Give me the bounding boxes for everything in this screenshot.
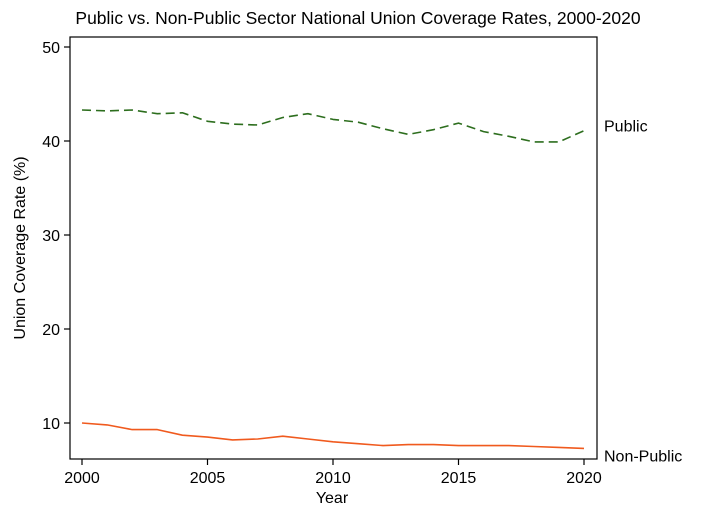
chart-title: Public vs. Non-Public Sector National Un… xyxy=(75,8,640,28)
series-layer: Public Non-Public xyxy=(81,109,682,465)
series-label-non-public: Non-Public xyxy=(604,448,682,465)
y-tick-label: 10 xyxy=(42,416,60,433)
series-label-public: Public xyxy=(604,119,648,136)
x-tick-label: 2000 xyxy=(64,470,100,487)
plot-frame xyxy=(69,36,598,460)
series-line-non-public xyxy=(81,422,585,450)
x-tick-label: 2010 xyxy=(315,470,351,487)
y-tick-label: 40 xyxy=(42,134,60,151)
plot-border xyxy=(69,36,598,460)
x-tick-label: 2015 xyxy=(441,470,477,487)
y-tick-label: 30 xyxy=(42,228,60,245)
y-tick-label: 50 xyxy=(42,40,60,57)
axes: 2000 2005 2010 2015 2020 10 20 30 40 50 xyxy=(42,40,602,487)
x-axis-label: Year xyxy=(316,490,349,507)
x-tick-label: 2005 xyxy=(190,470,226,487)
x-tick-label: 2020 xyxy=(566,470,602,487)
y-tick-label: 20 xyxy=(42,322,60,339)
y-axis-label: Union Coverage Rate (%) xyxy=(12,156,29,339)
series-line-public xyxy=(81,109,585,143)
